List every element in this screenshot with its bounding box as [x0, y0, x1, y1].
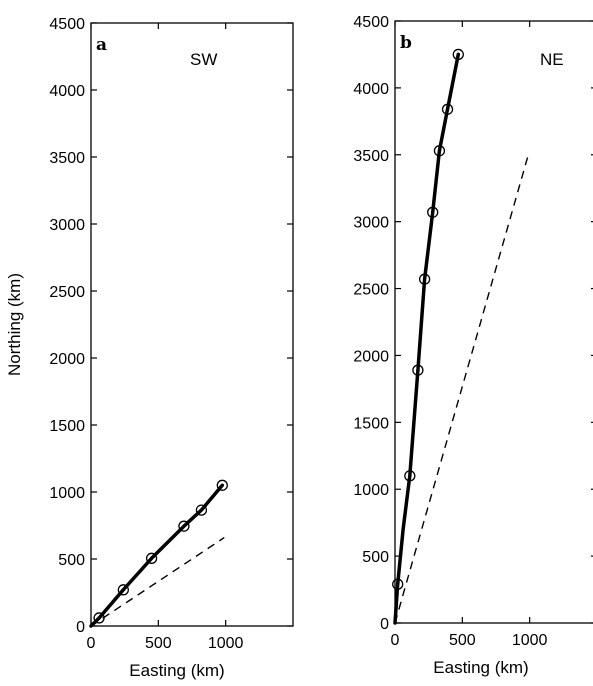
dashed-reference-line [90, 537, 225, 627]
data-point-marker [452, 48, 464, 61]
data-point-marker [216, 479, 228, 491]
x-tick-label: 0 [391, 632, 400, 649]
y-tick-label: 2500 [353, 282, 389, 299]
x-axis-label: Easting (km) [129, 661, 224, 680]
x-tick-label: 0 [87, 635, 96, 652]
y-tick-label: 1000 [353, 482, 389, 499]
y-tick-label: 3000 [49, 217, 85, 234]
data-point-marker [145, 552, 158, 564]
data-point-marker [412, 364, 424, 376]
data-point-marker [441, 103, 454, 115]
data-point-marker [117, 584, 129, 596]
y-tick-label: 500 [58, 552, 85, 569]
y-tick-label: 0 [380, 616, 389, 633]
y-tick-label: 1500 [49, 418, 85, 435]
data-point-marker [93, 612, 105, 624]
data-point-marker [418, 273, 431, 285]
track-line [89, 483, 225, 628]
x-tick-label: 500 [449, 632, 476, 649]
x-tick-label: 1000 [208, 635, 244, 652]
data-point-marker [195, 504, 208, 516]
y-tick-label: 500 [362, 549, 389, 566]
y-tick-label: 3500 [49, 150, 85, 167]
region-label: NE [540, 50, 564, 69]
data-point-marker [178, 520, 190, 532]
y-tick-label: 4500 [353, 14, 389, 31]
y-tick-label: 3500 [353, 148, 389, 165]
y-tick-label: 2000 [353, 348, 389, 365]
y-tick-label: 1000 [49, 485, 85, 502]
data-point-marker [404, 470, 416, 482]
y-tick-label: 4000 [353, 81, 389, 98]
axes-frame [90, 22, 294, 627]
y-tick-label: 2000 [49, 351, 85, 368]
data-point-marker [427, 206, 439, 218]
axes-frame [394, 20, 593, 624]
y-tick-label: 0 [76, 619, 85, 636]
y-tick-label: 4500 [49, 16, 85, 33]
track-line [393, 52, 461, 625]
data-point-marker [433, 145, 446, 157]
panel-label: b [400, 33, 412, 53]
y-axis-label: Northing (km) [5, 273, 24, 376]
data-point-marker [392, 578, 404, 590]
panel-a-chart: 0 500 1000 1500 2000 2500 3000 3500 4000 4500 0 500… [5, 16, 294, 680]
region-label: SW [190, 50, 217, 69]
x-tick-label: 500 [145, 635, 172, 652]
panel-label: a [96, 35, 107, 55]
x-axis-label: Easting (km) [433, 658, 528, 677]
y-tick-label: 2500 [49, 284, 85, 301]
dashed-reference-line [394, 154, 529, 624]
panel-b-chart: 0 500 1000 1500 2000 2500 3000 3500 4000 4500 0 500… [353, 14, 593, 677]
y-tick-label: 3000 [353, 215, 389, 232]
y-tick-label: 1500 [353, 415, 389, 432]
x-tick-label: 1000 [512, 632, 548, 649]
y-tick-label: 4000 [49, 83, 85, 100]
